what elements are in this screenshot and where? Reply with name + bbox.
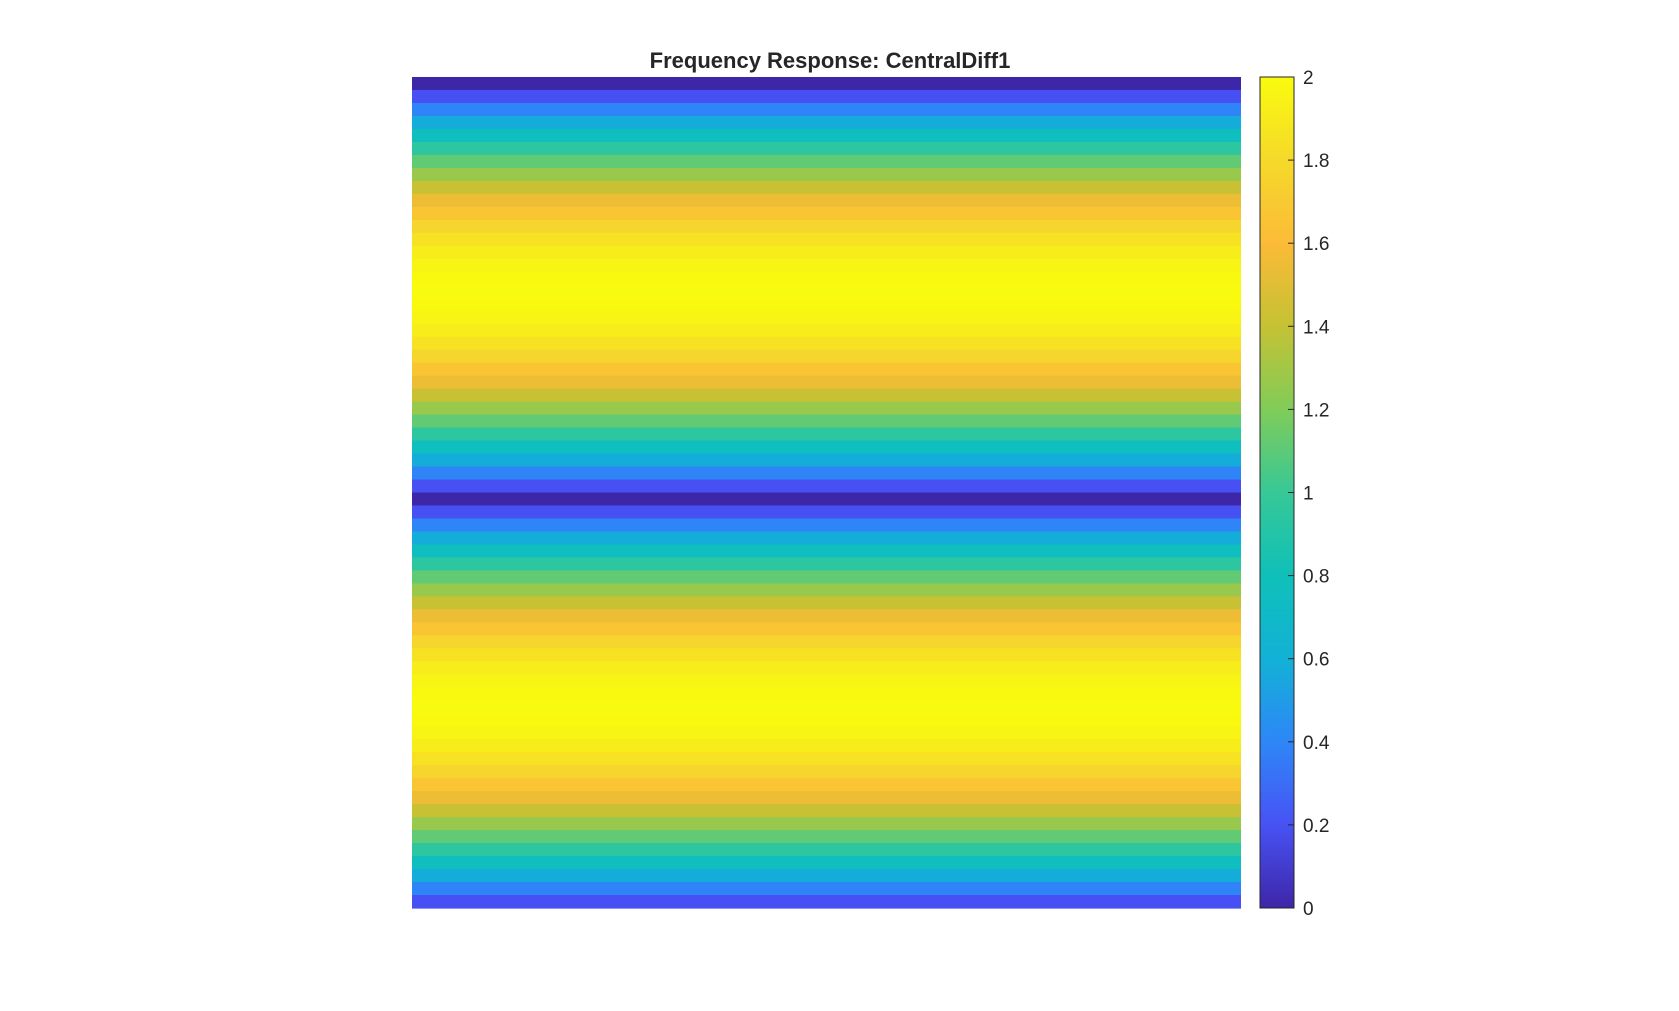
colorbar-tick-label: 1.4 (1303, 317, 1330, 338)
colorbar-tick-label: 2 (1303, 68, 1314, 89)
heatmap-row (412, 505, 1241, 520)
colorbar-tick-label: 0.6 (1303, 650, 1329, 671)
heatmap-row (412, 726, 1241, 740)
heatmap-row (412, 687, 1241, 701)
heatmap-row (412, 128, 1241, 143)
heatmap-row (412, 284, 1241, 299)
heatmap-row (412, 115, 1241, 130)
colorbar-tick-label: 0.2 (1303, 816, 1329, 837)
heatmap-row (412, 453, 1241, 468)
heatmap-row (412, 635, 1241, 649)
heatmap-row (412, 804, 1241, 818)
heatmap-row (412, 440, 1241, 455)
heatmap-row (412, 830, 1241, 844)
heatmap-row (412, 258, 1241, 273)
heatmap-row (412, 583, 1241, 597)
heatmap-row (412, 843, 1241, 857)
heatmap-row (412, 141, 1241, 156)
heatmap-row (412, 661, 1241, 675)
colorbar: 0 0.2 0.4 0.6 0.8 1 1.2 1.4 1.6 1.8 2 (1259, 68, 1330, 920)
heatmap-row (412, 856, 1241, 870)
colorbar-tick-label: 0.4 (1303, 733, 1330, 754)
heatmap-row (412, 388, 1241, 403)
heatmap-row (412, 570, 1241, 584)
heatmap-row (412, 778, 1241, 792)
heatmap-row (412, 232, 1241, 247)
chart-title: Frequency Response: CentralDiff1 (650, 48, 1011, 73)
heatmap-row (412, 336, 1241, 351)
heatmap-row (412, 271, 1241, 286)
heatmap-row (412, 323, 1241, 338)
heatmap-row (412, 414, 1241, 429)
heatmap-row (412, 765, 1241, 779)
colorbar-tick-label: 0 (1303, 899, 1314, 920)
heatmap-row (412, 310, 1241, 325)
heatmap-row (412, 219, 1241, 234)
heatmap-row (412, 700, 1241, 714)
heatmap-row (412, 622, 1241, 636)
heatmap-row (412, 609, 1241, 623)
colorbar-tick-label: 1.2 (1303, 400, 1329, 421)
heatmap-row (412, 297, 1241, 312)
heatmap-image (412, 77, 1241, 909)
heatmap-row (412, 882, 1241, 896)
heatmap-row (412, 674, 1241, 688)
heatmap-row (412, 245, 1241, 260)
heatmap-row (412, 427, 1241, 442)
heatmap-row (412, 206, 1241, 221)
heatmap-row (412, 154, 1241, 169)
heatmap-row (412, 180, 1241, 195)
colorbar-tick-label: 1 (1303, 484, 1314, 505)
heatmap-row (412, 544, 1241, 559)
heatmap-row (412, 167, 1241, 182)
heatmap-row (412, 375, 1241, 390)
heatmap-row (412, 479, 1241, 494)
heatmap-row (412, 531, 1241, 546)
heatmap-row (412, 895, 1241, 909)
heatmap-row (412, 817, 1241, 831)
heatmap-row (412, 77, 1241, 91)
heatmap-row (412, 648, 1241, 662)
heatmap-row (412, 492, 1241, 507)
heatmap-row (412, 401, 1241, 416)
heatmap-row (412, 89, 1241, 104)
heatmap-row (412, 193, 1241, 208)
heatmap-row (412, 869, 1241, 883)
heatmap-row (412, 791, 1241, 805)
heatmap-row (412, 362, 1241, 377)
colorbar-tick-label: 0.8 (1303, 567, 1329, 588)
heatmap-row (412, 518, 1241, 533)
colorbar-tick-label: 1.8 (1303, 151, 1329, 172)
heatmap-row (412, 713, 1241, 727)
heatmap-row (412, 596, 1241, 610)
heatmap-row (412, 752, 1241, 766)
heatmap-row (412, 349, 1241, 364)
heatmap-row (412, 466, 1241, 481)
colorbar-tick-label: 1.6 (1303, 234, 1329, 255)
heatmap-row (412, 102, 1241, 117)
heatmap-row (412, 557, 1241, 571)
heatmap-row (412, 739, 1241, 753)
